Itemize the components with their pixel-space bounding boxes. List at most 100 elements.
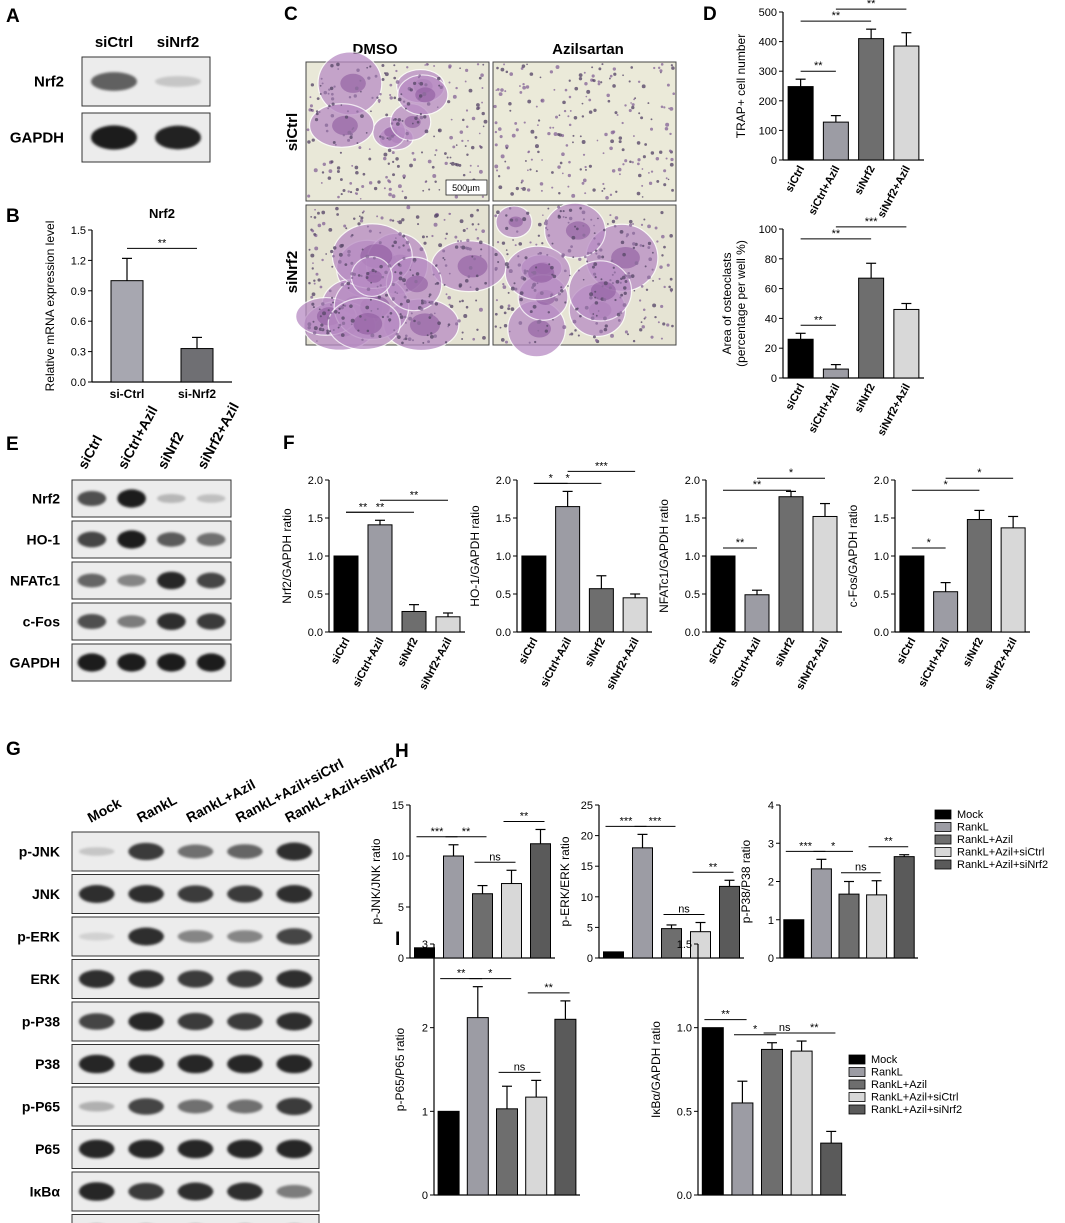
cell-dot: [672, 92, 676, 95]
cell-dot: [384, 293, 388, 297]
cell-dot: [594, 290, 597, 293]
x-tick-label: siCtrl+Azil: [538, 636, 574, 689]
cell-dot: [320, 182, 323, 184]
bar-rankl-azil-sinrf2: [530, 843, 551, 959]
cell-dot: [308, 248, 311, 251]
band-gapdh-3: [157, 653, 186, 672]
cell-dot: [527, 99, 532, 104]
cell-dot: [330, 249, 334, 254]
cell-dot: [494, 130, 498, 134]
y-tick-label: 300: [759, 66, 777, 78]
band-p-jnk-1: [78, 847, 115, 856]
significance-label: ***: [799, 840, 813, 852]
cell-dot: [376, 96, 379, 99]
significance-label: *: [831, 840, 836, 852]
panel-letter-e: E: [6, 434, 19, 455]
cell-dot: [496, 210, 500, 215]
cell-dot: [497, 261, 500, 264]
cell-dot: [398, 220, 403, 225]
cell-dot: [390, 134, 394, 138]
band-nfatc1-4: [196, 572, 226, 589]
band-p-p65-4: [227, 1099, 263, 1114]
cell-dot: [659, 265, 663, 269]
cell-dot: [570, 245, 573, 249]
band-p-jnk-4: [227, 844, 263, 859]
cell-dot: [425, 63, 429, 66]
panel-letter-a: A: [6, 6, 20, 27]
cell-dot: [313, 282, 316, 285]
bar-sinrf2-azil: [622, 597, 648, 633]
cell-dot: [581, 140, 586, 144]
y-tick-label: 0.0: [874, 627, 889, 639]
cell-dot: [595, 322, 599, 325]
osteoclast-nucleus: [508, 216, 523, 228]
cell-dot: [567, 185, 570, 188]
cell-dot: [507, 307, 511, 311]
cell-dot: [636, 191, 641, 196]
cell-dot: [442, 256, 445, 259]
cell-dot: [319, 84, 322, 87]
legend-swatch-rankl-azil-sictrl: [934, 847, 952, 857]
y-tick-label: 0.9: [71, 286, 86, 298]
cell-dot: [428, 293, 432, 297]
cell-dot: [666, 83, 670, 87]
cell-dot: [652, 303, 657, 308]
cell-dot: [459, 67, 461, 70]
cell-dot: [351, 233, 354, 237]
cell-dot: [642, 155, 646, 159]
x-tick-label: siCtrl: [329, 636, 353, 666]
cell-dot: [609, 146, 613, 151]
cell-dot: [579, 135, 582, 138]
cell-dot: [582, 233, 586, 237]
cell-dot: [581, 210, 586, 215]
cell-dot: [476, 237, 480, 240]
cell-dot: [394, 291, 397, 294]
cell-dot: [560, 286, 563, 289]
cell-dot: [409, 163, 413, 168]
cell-dot: [429, 313, 433, 317]
cell-dot: [644, 143, 648, 146]
cell-dot: [437, 128, 442, 133]
cell-dot: [581, 102, 584, 105]
cell-dot: [339, 151, 342, 154]
cell-dot: [313, 326, 318, 331]
cell-dot: [379, 135, 382, 138]
cell-dot: [332, 301, 335, 304]
cell-dot: [608, 77, 611, 80]
significance-label: *: [977, 467, 982, 479]
cell-dot: [428, 188, 431, 191]
cell-dot: [307, 322, 312, 327]
cell-dot: [470, 145, 475, 150]
legend-swatch-mock: [848, 1054, 866, 1065]
x-tick-label: siNrf2: [395, 636, 420, 669]
cell-dot: [314, 246, 319, 251]
cell-dot: [535, 105, 538, 108]
cell-dot: [568, 216, 573, 221]
cell-dot: [612, 266, 615, 269]
row-label-nfatc1: NFATc1: [10, 573, 60, 589]
cell-dot: [455, 86, 458, 90]
cell-dot: [529, 310, 533, 314]
cell-dot: [419, 115, 424, 120]
cell-dot: [449, 156, 452, 159]
cell-dot: [549, 126, 552, 129]
cell-dot: [498, 127, 502, 131]
cell-dot: [652, 279, 654, 282]
cell-dot: [434, 180, 437, 183]
cell-dot: [343, 224, 347, 228]
row-label-p-p65: p-P65: [22, 1099, 60, 1115]
cell-dot: [579, 168, 582, 171]
cell-dot: [476, 103, 480, 107]
cell-dot: [327, 107, 330, 110]
cell-dot: [549, 70, 554, 74]
legend-swatch-rankl: [848, 1067, 866, 1077]
band-nrf2-3: [157, 493, 186, 504]
x-tick-label: siCtrl+Azil: [351, 636, 387, 689]
cell-dot: [352, 127, 355, 129]
cell-dot: [412, 81, 417, 85]
band-p-jnk-2: [128, 842, 164, 861]
row-label-gapdh: GAPDH: [10, 130, 64, 147]
cell-dot: [332, 254, 335, 258]
cell-dot: [591, 74, 595, 78]
